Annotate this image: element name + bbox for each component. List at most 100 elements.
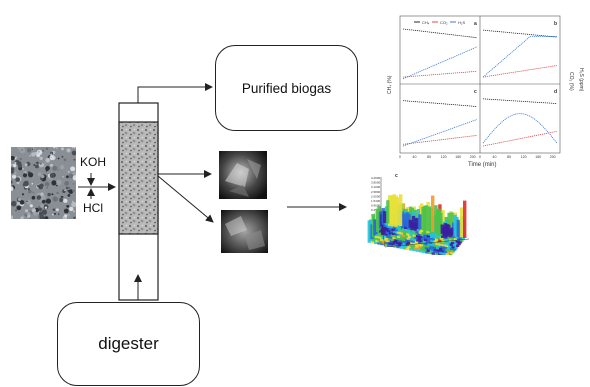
raw-material-particle <box>22 215 25 218</box>
surface-cell <box>395 197 400 226</box>
surface-cell <box>456 219 460 237</box>
raw-material-particle <box>69 206 74 212</box>
raw-material-particle <box>67 189 70 192</box>
raw-material-particle <box>31 208 36 213</box>
surface-cell <box>383 211 387 223</box>
raw-material-particle <box>45 157 51 163</box>
raw-material-particle <box>41 199 46 204</box>
raw-material-particle <box>66 148 71 153</box>
surface-cell <box>424 205 428 231</box>
x-tick-label: 120 <box>441 155 447 159</box>
sem-arrow-bottom <box>157 175 214 223</box>
raw-material-particle <box>72 210 75 213</box>
raw-material-particle <box>64 181 70 186</box>
raw-material-particle <box>17 197 22 201</box>
surface-cell <box>447 224 451 235</box>
raw-material-particle <box>63 158 67 162</box>
surface-cell <box>409 206 413 232</box>
legend-ch4: CH₄ <box>422 20 430 25</box>
z-tick-label: 3.8000 <box>371 181 381 185</box>
series-co2 <box>482 130 558 147</box>
raw-material-particle <box>41 149 45 152</box>
raw-material-particle <box>29 218 31 219</box>
x-tick-label: 200 <box>550 155 556 159</box>
raw-material-particle <box>50 153 53 155</box>
raw-material-particle <box>71 201 76 208</box>
x-tick-label: 160 <box>535 155 541 159</box>
raw-material-particle <box>39 214 45 219</box>
raw-material-particle <box>56 191 59 195</box>
raw-material-particle <box>19 157 22 161</box>
surface-cell <box>402 213 406 227</box>
raw-material-particle <box>72 189 75 193</box>
raw-material-particle <box>47 192 51 197</box>
surface-cell <box>427 206 432 232</box>
surface-cell <box>450 227 454 236</box>
series-co2 <box>402 70 478 78</box>
raw-material-particle <box>45 147 49 150</box>
surface-cell <box>453 214 457 237</box>
raw-material-particle <box>66 204 70 208</box>
series-ch4 <box>402 28 478 39</box>
panel-letter-c: c <box>474 89 477 95</box>
surface-cell <box>431 195 435 232</box>
x-axis-label: Time (min) <box>468 162 496 168</box>
z-tick-label: 0.4500 <box>371 208 381 212</box>
surface-cell <box>463 200 467 238</box>
raw-material-particle <box>13 163 17 168</box>
surface-cell <box>411 215 416 229</box>
raw-material-particle <box>56 208 59 212</box>
raw-material-particle <box>11 169 14 174</box>
raw-material-photo <box>11 147 76 219</box>
raw-material-particle <box>63 208 69 214</box>
raw-material-particle <box>24 213 28 217</box>
x-tick-label: 40 <box>493 155 497 159</box>
raw-material-particle <box>45 198 52 204</box>
raw-material-particle <box>39 182 41 185</box>
panel-letter-d: d <box>554 89 557 95</box>
surface-cell <box>392 194 396 225</box>
series-h2s <box>482 113 558 144</box>
surface-cell <box>405 212 409 228</box>
raw-material-particle <box>21 193 25 196</box>
packed-bed <box>118 121 159 235</box>
surface-cell <box>439 212 443 236</box>
surface-cell <box>389 196 393 225</box>
x-tick-label: 0 <box>399 155 401 159</box>
raw-material-particle <box>17 163 22 168</box>
surface-cell <box>408 219 412 228</box>
raw-material-particle <box>46 186 49 189</box>
raw-material-particle <box>73 216 76 219</box>
x-tick-label: 80 <box>507 155 511 159</box>
raw-material-particle <box>29 204 33 208</box>
koh-label: KOH <box>80 155 107 169</box>
raw-material-particle <box>49 163 54 167</box>
raw-material-particle <box>39 183 44 188</box>
surface-cell <box>386 200 390 224</box>
surface-cell <box>399 194 403 226</box>
y-right-label-h2s: H₂S (ppm) <box>578 68 584 92</box>
raw-material-particle <box>56 179 62 186</box>
raw-material-particle <box>60 147 65 151</box>
raw-material-particle <box>24 209 29 213</box>
raw-material-particle <box>26 199 32 205</box>
raw-material-particle <box>41 209 48 215</box>
raw-material-particle <box>71 147 74 149</box>
series-co2 <box>482 65 558 78</box>
surface-cell <box>421 206 425 231</box>
raw-material-particle <box>68 187 70 189</box>
raw-material-particle <box>60 165 65 170</box>
legend-co2: CO₂ <box>440 20 448 25</box>
raw-material-particle <box>40 198 44 201</box>
y-right-label-co2: CO₂ (%) <box>568 72 574 91</box>
raw-material-particle <box>38 211 43 216</box>
raw-material-particle <box>33 163 36 167</box>
raw-material-particle <box>11 215 14 219</box>
raw-material-particle <box>44 216 49 219</box>
raw-material-particle <box>32 191 35 194</box>
raw-material-particle <box>37 184 40 188</box>
raw-material-particle <box>11 155 15 161</box>
legend-h2s: H₂S <box>458 20 465 25</box>
raw-material-particle <box>67 194 71 197</box>
surface-base-edge <box>380 220 386 248</box>
